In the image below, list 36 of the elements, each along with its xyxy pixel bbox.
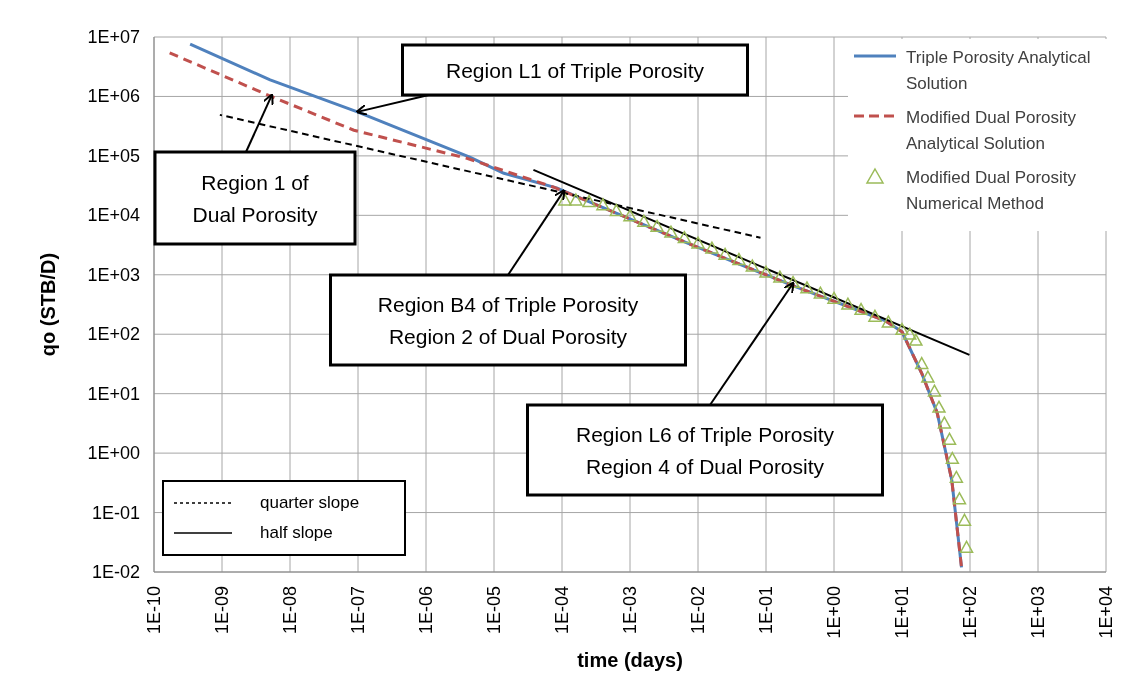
annotation: Region 1 of Dual Porosity	[192, 170, 318, 226]
x-tick-label: 1E-10	[144, 586, 164, 635]
y-tick-label: 1E+03	[87, 264, 140, 285]
x-tick-label: 1E+01	[892, 586, 912, 639]
y-tick-label: 1E-02	[91, 562, 140, 582]
annotation: Region L6 of Triple Porosity Region 4 of Dual Porosity	[576, 422, 835, 478]
y-tick-label: 1E+01	[87, 383, 140, 404]
y-tick-label: 1E+04	[87, 205, 140, 226]
y-tick-label: 1E-01	[91, 502, 140, 523]
legend-label: Modified Dual Porosity Numerical Method	[906, 167, 1078, 215]
y-axis-title: qo (STB/D)	[37, 252, 60, 357]
annotation: Region B4 of Triple Porosity Region 2 of Dual Porosity	[377, 292, 639, 348]
y-tick-label: 1E+05	[87, 145, 140, 166]
x-axis-title: time (days)	[577, 649, 683, 671]
x-tick-label: 1E-06	[416, 586, 436, 635]
x-tick-label: 1E+00	[824, 586, 844, 639]
legend-label: half slope	[260, 523, 333, 543]
x-tick-label: 1E+04	[1096, 586, 1116, 639]
legend-label: Modified Dual Porosity Analytical Solution	[906, 107, 1078, 155]
x-tick-label: 1E-05	[484, 586, 504, 635]
y-tick-label: 1E+00	[87, 443, 140, 464]
legend-label: quarter slope	[260, 493, 360, 513]
x-tick-label: 1E-01	[756, 586, 776, 635]
y-tick-label: 1E+07	[87, 27, 140, 47]
x-tick-label: 1E-08	[280, 586, 300, 635]
annotation: Region L1 of Triple Porosity	[446, 58, 705, 82]
x-tick-label: 1E-07	[348, 586, 368, 635]
y-tick-label: 1E+06	[87, 86, 140, 107]
x-tick-label: 1E-02	[688, 586, 708, 635]
legend-label: Triple Porosity Analytical Solution	[906, 47, 1092, 95]
x-tick-label: 1E-04	[552, 586, 572, 635]
x-tick-label: 1E+02	[960, 586, 980, 639]
x-tick-label: 1E+03	[1028, 586, 1048, 639]
y-tick-label: 1E+02	[87, 324, 140, 345]
x-tick-label: 1E-09	[212, 586, 232, 635]
x-tick-label: 1E-03	[620, 586, 640, 635]
